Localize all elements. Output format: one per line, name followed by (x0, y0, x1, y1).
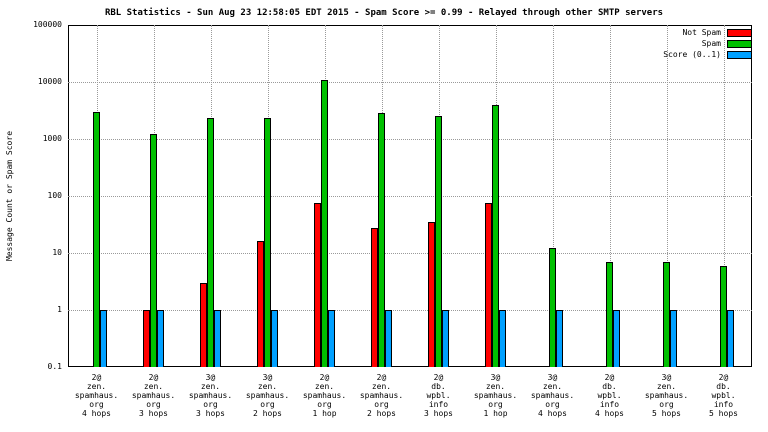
bar-not-spam (257, 241, 264, 367)
bar-spam (606, 261, 613, 367)
x-tick-label: 3@ zen. spamhaus. org 2 hops (245, 373, 290, 418)
bar-not-spam (428, 221, 435, 367)
bar-spam (663, 261, 670, 367)
bar-spam (378, 112, 385, 367)
bar-spam (720, 265, 727, 367)
y-gridline (68, 196, 752, 197)
x-gridline (723, 25, 725, 367)
y-tick-label: 1000 (42, 134, 62, 143)
bar-not-spam (200, 282, 207, 367)
y-tick-label: 100000 (33, 20, 62, 29)
x-tick-label: 3@ zen. spamhaus. org 4 hops (530, 373, 575, 418)
x-tick-label: 3@ zen. spamhaus. org 3 hops (188, 373, 233, 418)
bar-score-0-1 (442, 310, 449, 367)
bar-spam (321, 79, 328, 367)
bar-spam (435, 116, 442, 367)
bar-score-0-1 (271, 310, 278, 367)
bar-score-0-1 (214, 310, 221, 367)
bar-score-0-1 (613, 310, 620, 367)
x-tick-label: 2@ db. wpbl. info 3 hops (424, 373, 453, 418)
bar-score-0-1 (157, 310, 164, 367)
y-tick-label: 0.1 (47, 362, 62, 371)
x-tick-label: 2@ zen. spamhaus. org 1 hop (302, 373, 347, 418)
legend-swatch-score (727, 50, 752, 59)
legend-item-score: Score (0..1) (663, 49, 752, 60)
bar-not-spam (485, 203, 492, 367)
x-tick-label: 2@ db. wpbl. info 4 hops (595, 373, 624, 418)
y-tick-label: 10 (52, 248, 62, 257)
y-gridline (68, 139, 752, 140)
y-gridline (68, 310, 752, 311)
y-gridline (68, 82, 752, 83)
x-tick-label: 3@ zen. spamhaus. org 1 hop (473, 373, 518, 418)
x-tick-label: 2@ zen. spamhaus. org 2 hops (359, 373, 404, 418)
bar-spam (150, 134, 157, 367)
bar-spam (549, 248, 556, 367)
y-gridline (68, 253, 752, 254)
x-tick-label: 3@ zen. spamhaus. org 5 hops (644, 373, 689, 418)
bar-spam (492, 104, 499, 367)
bar-score-0-1 (556, 310, 563, 367)
bar-not-spam (371, 227, 378, 367)
x-tick-label: 2@ db. wpbl. info 5 hops (709, 373, 738, 418)
bar-not-spam (143, 310, 150, 367)
bar-score-0-1 (727, 310, 734, 367)
legend: Not Spam Spam Score (0..1) (663, 27, 752, 60)
x-gridline (666, 25, 668, 367)
bar-not-spam (314, 203, 321, 367)
bar-spam (264, 118, 271, 367)
x-tick-label: 2@ zen. spamhaus. org 3 hops (131, 373, 176, 418)
legend-label-score: Score (0..1) (663, 50, 721, 59)
y-tick-label: 100 (47, 191, 62, 200)
bar-score-0-1 (100, 310, 107, 367)
legend-item-spam: Spam (663, 38, 752, 49)
y-tick-label: 10000 (37, 77, 62, 86)
x-tick-label: 2@ zen. spamhaus. org 4 hops (74, 373, 119, 418)
legend-label-not-spam: Not Spam (682, 28, 721, 37)
bar-score-0-1 (385, 310, 392, 367)
bar-spam (207, 118, 214, 367)
legend-swatch-not-spam (727, 28, 752, 37)
legend-item-not-spam: Not Spam (663, 27, 752, 38)
bar-spam (93, 111, 100, 367)
x-gridline (609, 25, 611, 367)
x-gridline (552, 25, 554, 367)
chart-title: RBL Statistics - Sun Aug 23 12:58:05 EDT… (104, 8, 664, 18)
bar-score-0-1 (499, 310, 506, 367)
y-tick-label: 1 (57, 305, 62, 314)
legend-label-spam: Spam (701, 39, 721, 48)
bar-score-0-1 (670, 310, 677, 367)
legend-swatch-spam (727, 39, 752, 48)
bar-score-0-1 (328, 310, 335, 367)
